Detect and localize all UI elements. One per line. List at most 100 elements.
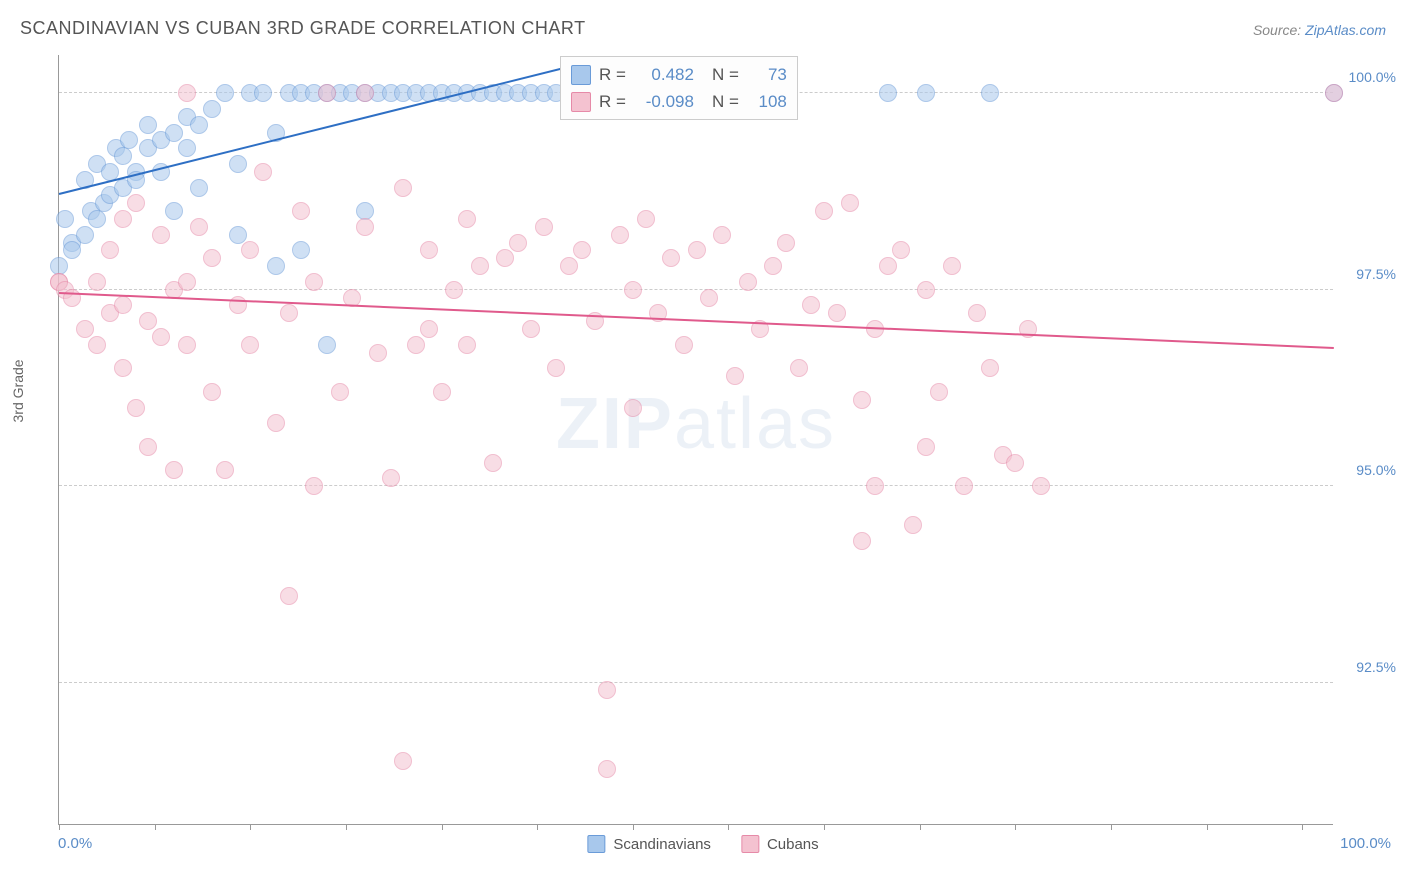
chart-title: SCANDINAVIAN VS CUBAN 3RD GRADE CORRELAT… <box>20 18 586 39</box>
data-point <box>229 155 247 173</box>
data-point <box>573 241 591 259</box>
data-point <box>598 760 616 778</box>
data-point <box>547 359 565 377</box>
data-point <box>739 273 757 291</box>
data-point <box>955 477 973 495</box>
data-point <box>88 210 106 228</box>
legend-swatch <box>741 835 759 853</box>
data-point <box>777 234 795 252</box>
data-point <box>114 359 132 377</box>
data-point <box>968 304 986 322</box>
data-point <box>420 320 438 338</box>
data-point <box>917 84 935 102</box>
grid-line <box>59 682 1333 683</box>
data-point <box>1325 84 1343 102</box>
data-point <box>114 296 132 314</box>
data-point <box>802 296 820 314</box>
r-value: -0.098 <box>634 88 694 115</box>
x-tick <box>155 824 156 830</box>
data-point <box>178 84 196 102</box>
data-point <box>267 414 285 432</box>
stats-swatch <box>571 92 591 112</box>
source-attribution: Source: ZipAtlas.com <box>1253 22 1386 38</box>
y-tick-label: 97.5% <box>1356 266 1396 282</box>
data-point <box>76 320 94 338</box>
data-point <box>152 226 170 244</box>
plot-area: ZIPatlas 92.5%95.0%97.5%100.0% <box>58 55 1333 825</box>
stats-row: R =-0.098N =108 <box>571 88 787 115</box>
data-point <box>356 218 374 236</box>
data-point <box>764 257 782 275</box>
y-tick-label: 92.5% <box>1356 659 1396 675</box>
data-point <box>713 226 731 244</box>
data-point <box>790 359 808 377</box>
data-point <box>152 328 170 346</box>
x-tick <box>920 824 921 830</box>
n-label: N = <box>712 88 739 115</box>
n-value: 108 <box>747 88 787 115</box>
x-tick <box>1207 824 1208 830</box>
data-point <box>407 336 425 354</box>
data-point <box>879 257 897 275</box>
data-point <box>522 320 540 338</box>
x-axis-min-label: 0.0% <box>58 835 92 852</box>
legend-item: Scandinavians <box>587 835 711 853</box>
x-tick <box>1111 824 1112 830</box>
data-point <box>496 249 514 267</box>
data-point <box>382 469 400 487</box>
data-point <box>318 84 336 102</box>
data-point <box>420 241 438 259</box>
watermark: ZIPatlas <box>556 383 836 465</box>
stats-box: R =0.482N =73R =-0.098N =108 <box>560 56 798 120</box>
data-point <box>688 241 706 259</box>
x-axis-max-label: 100.0% <box>1340 835 1391 852</box>
data-point <box>292 241 310 259</box>
data-point <box>254 84 272 102</box>
source-value: ZipAtlas.com <box>1305 22 1386 38</box>
data-point <box>930 383 948 401</box>
data-point <box>305 273 323 291</box>
data-point <box>165 461 183 479</box>
y-tick-label: 100.0% <box>1349 69 1396 85</box>
data-point <box>76 226 94 244</box>
data-point <box>394 752 412 770</box>
legend: ScandinaviansCubans <box>587 835 818 853</box>
data-point <box>178 336 196 354</box>
data-point <box>484 454 502 472</box>
data-point <box>981 359 999 377</box>
data-point <box>1032 477 1050 495</box>
data-point <box>433 383 451 401</box>
data-point <box>917 438 935 456</box>
data-point <box>127 399 145 417</box>
data-point <box>917 281 935 299</box>
data-point <box>292 202 310 220</box>
x-tick <box>59 824 60 830</box>
x-tick <box>728 824 729 830</box>
x-tick <box>1015 824 1016 830</box>
data-point <box>458 210 476 228</box>
data-point <box>139 438 157 456</box>
legend-swatch <box>587 835 605 853</box>
data-point <box>726 367 744 385</box>
data-point <box>241 336 259 354</box>
data-point <box>63 241 81 259</box>
r-label: R = <box>599 61 626 88</box>
data-point <box>56 210 74 228</box>
data-point <box>624 399 642 417</box>
data-point <box>369 344 387 362</box>
x-tick <box>1302 824 1303 830</box>
data-point <box>190 116 208 134</box>
data-point <box>165 202 183 220</box>
r-value: 0.482 <box>634 61 694 88</box>
data-point <box>598 681 616 699</box>
x-tick <box>537 824 538 830</box>
data-point <box>815 202 833 220</box>
data-point <box>114 147 132 165</box>
legend-label: Scandinavians <box>613 836 711 853</box>
data-point <box>88 273 106 291</box>
data-point <box>190 218 208 236</box>
data-point <box>318 336 336 354</box>
data-point <box>943 257 961 275</box>
data-point <box>280 304 298 322</box>
data-point <box>624 281 642 299</box>
